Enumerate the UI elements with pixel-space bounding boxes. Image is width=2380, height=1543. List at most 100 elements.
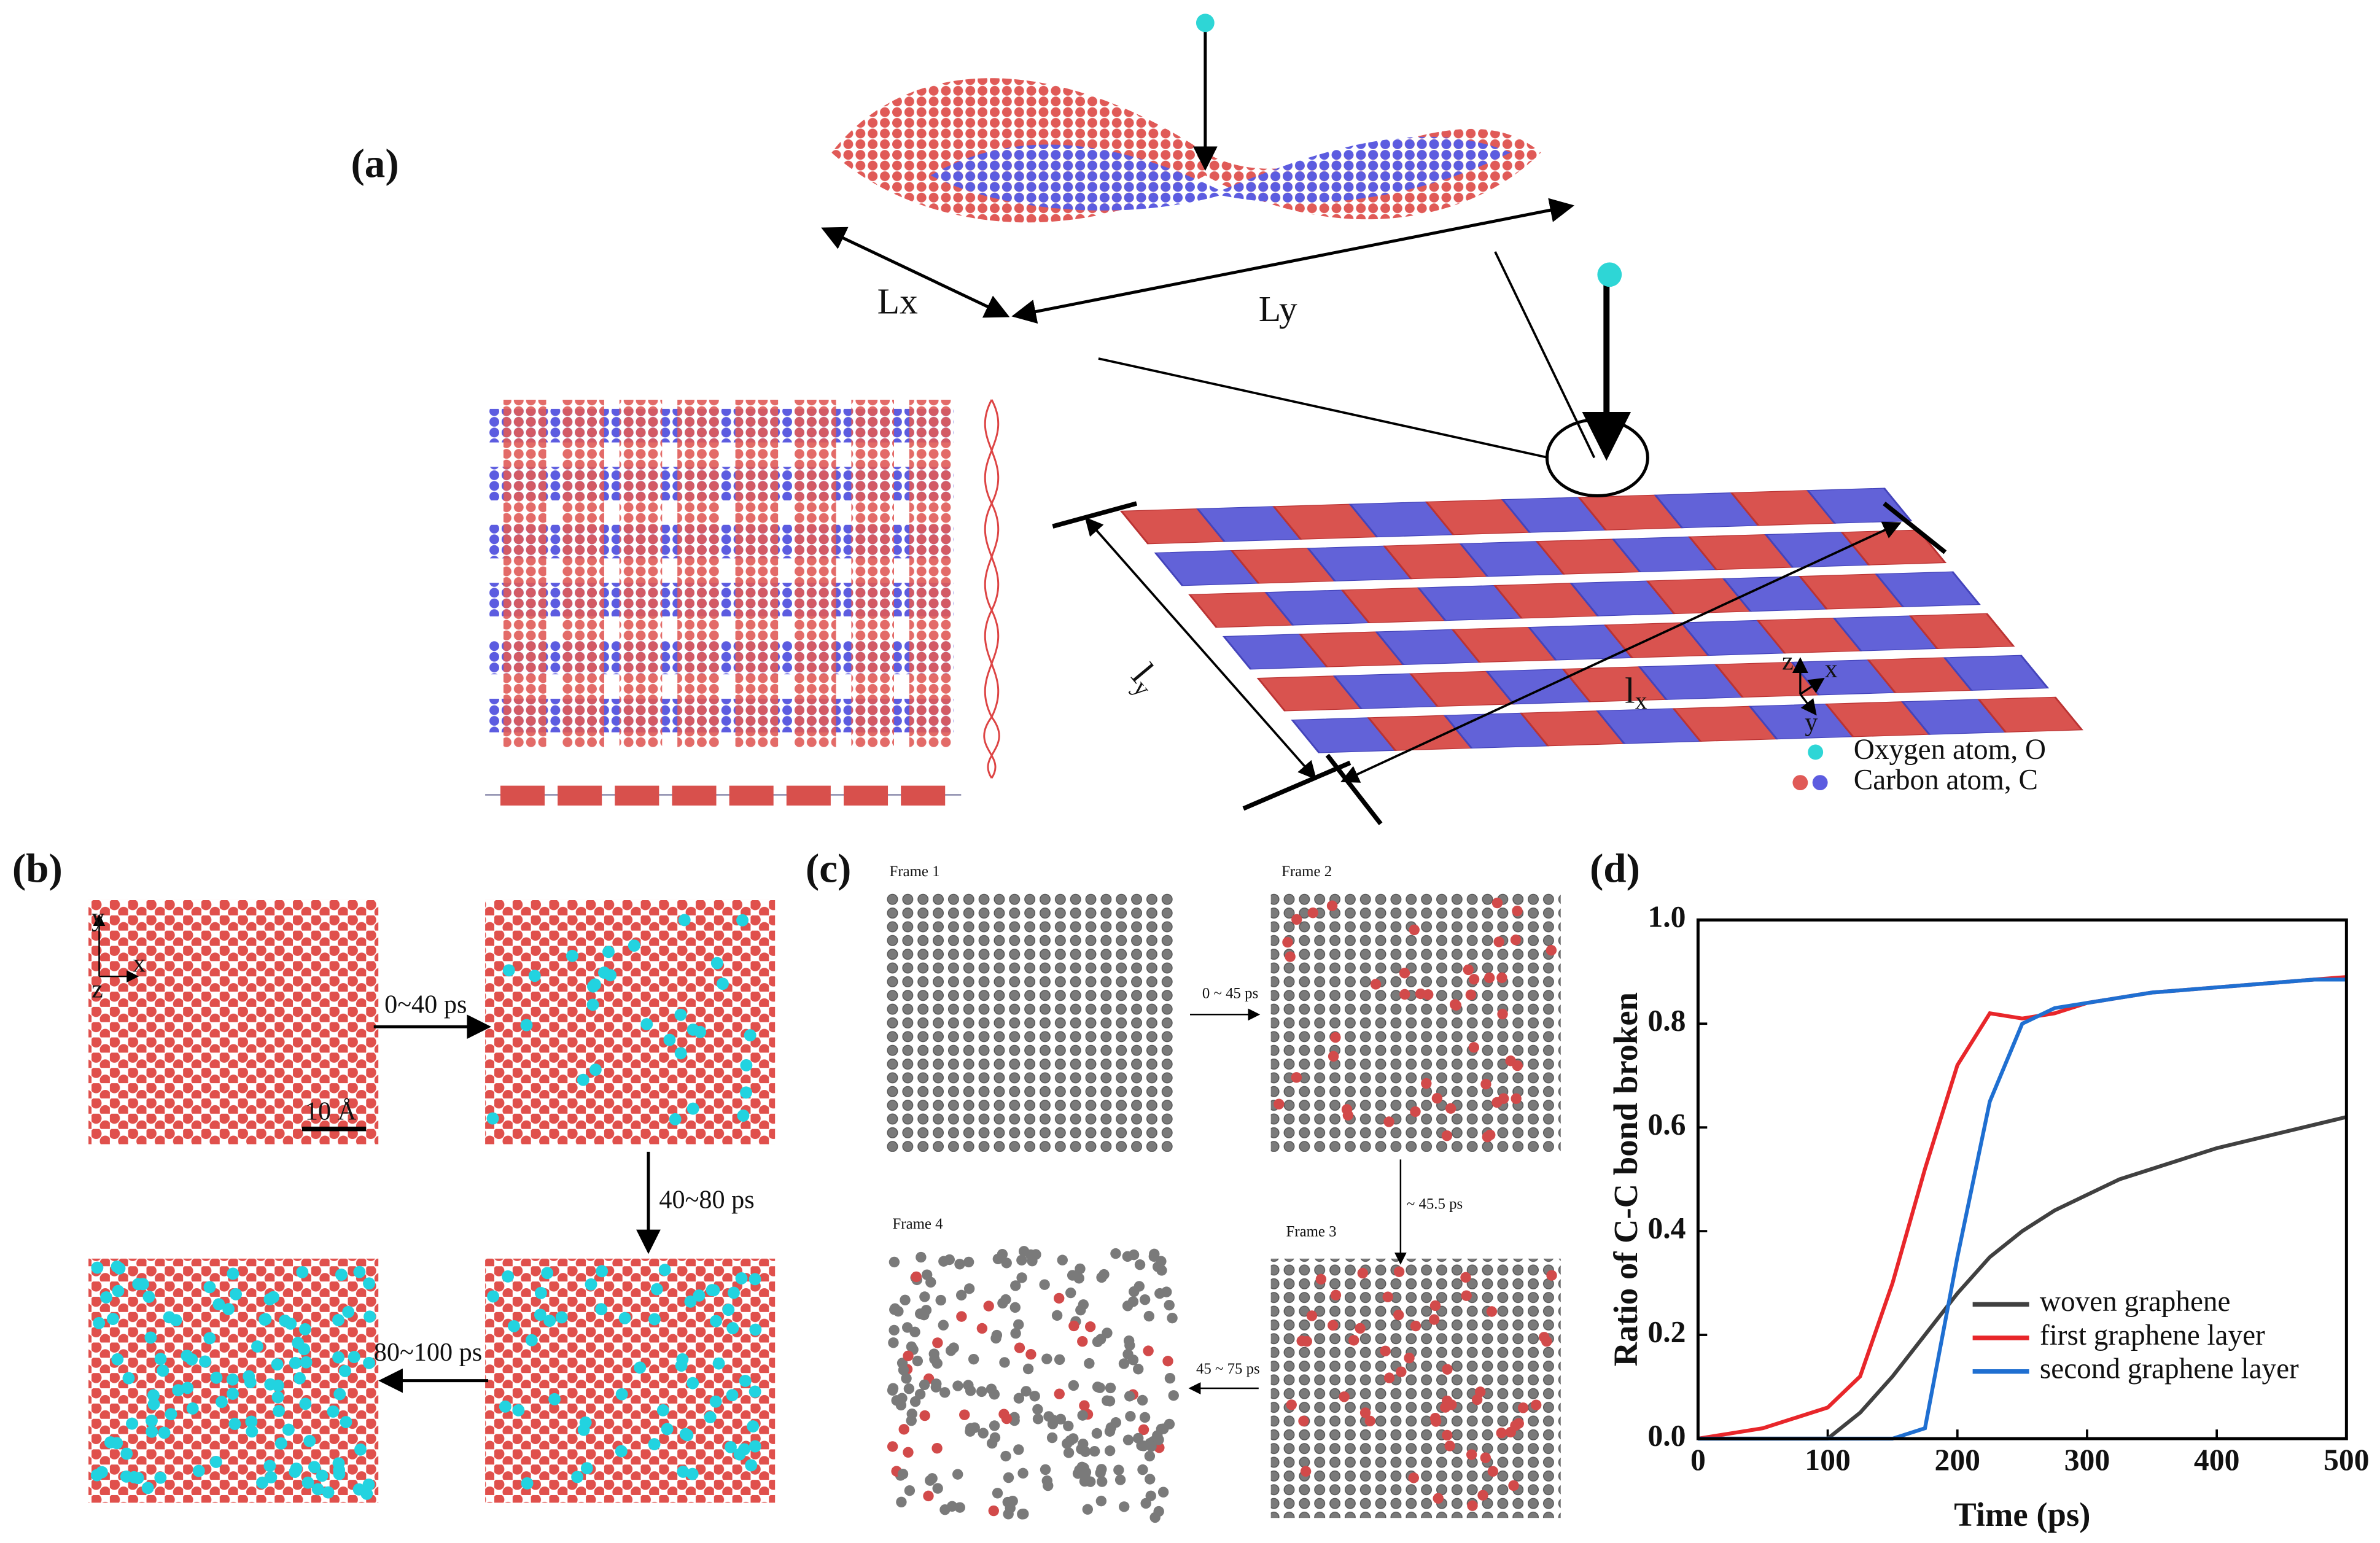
oxygen-atom bbox=[615, 1445, 628, 1458]
carbon-atom bbox=[916, 1251, 927, 1263]
oxygen-atom bbox=[1306, 1310, 1318, 1321]
carbon-atom bbox=[925, 1277, 936, 1288]
y-tick-label: 0.8 bbox=[1647, 1004, 1686, 1038]
dim-label: Lx bbox=[877, 281, 918, 322]
carbon-atom bbox=[1063, 1447, 1075, 1458]
side-view bbox=[983, 399, 1000, 779]
oxygen-atom bbox=[279, 1315, 291, 1327]
step-label: 45 ~ 75 ps bbox=[1196, 1361, 1260, 1377]
carbon-atom bbox=[1129, 1286, 1140, 1297]
oxygen-atom bbox=[1328, 1051, 1339, 1062]
oxygen-atom bbox=[1404, 1352, 1415, 1364]
carbon-atom bbox=[1146, 1441, 1157, 1452]
carbon-atom bbox=[1057, 1254, 1068, 1265]
oxygen-atom bbox=[745, 1459, 758, 1472]
oxygen-atom bbox=[709, 1395, 722, 1408]
oxygen-atom bbox=[656, 1404, 669, 1417]
oxygen-atom bbox=[749, 1440, 761, 1453]
oxygen-atom bbox=[577, 1423, 590, 1436]
oxygen-atom bbox=[747, 1420, 760, 1433]
carbon-atom bbox=[1154, 1288, 1165, 1299]
oxygen-atom bbox=[1541, 1335, 1552, 1347]
oxygen-atom bbox=[1342, 1110, 1354, 1121]
carbon-atom bbox=[1124, 1391, 1135, 1402]
carbon-atom bbox=[889, 1324, 900, 1336]
carbon-atom bbox=[1096, 1272, 1107, 1283]
oxygen-atom bbox=[122, 1372, 135, 1385]
legend-label: Oxygen atom, O bbox=[1854, 734, 2046, 766]
oxygen-atom bbox=[686, 1102, 699, 1115]
oxygen-atom bbox=[1449, 999, 1461, 1010]
oxygen-atom bbox=[548, 1393, 561, 1405]
legend-swatch bbox=[1792, 775, 1808, 791]
oxygen-atom bbox=[226, 1373, 239, 1386]
frame-label: Frame 3 bbox=[1286, 1223, 1337, 1240]
oxygen-atom bbox=[640, 1018, 653, 1030]
oxygen-atom bbox=[186, 1402, 199, 1415]
oxygen-atom bbox=[903, 1350, 914, 1361]
carbon-atom bbox=[1145, 1490, 1156, 1501]
oxygen-atom bbox=[1511, 1093, 1522, 1105]
oxygen-atom bbox=[1441, 1130, 1453, 1141]
oxygen-atom bbox=[528, 970, 541, 982]
oxygen-atom bbox=[126, 1417, 138, 1430]
carbon-atom bbox=[919, 1291, 930, 1302]
oxygen-atom bbox=[354, 1443, 367, 1456]
oxygen-atom bbox=[267, 1291, 280, 1304]
carbon-atom bbox=[939, 1387, 951, 1398]
oxygen-atom bbox=[749, 1385, 761, 1398]
oxygen-atom bbox=[1421, 1078, 1432, 1089]
carbon-atom bbox=[1017, 1509, 1028, 1520]
oxygen-atom bbox=[1433, 1493, 1444, 1504]
oxygen-atom bbox=[352, 1483, 365, 1496]
oxygen-atom bbox=[1415, 988, 1426, 1000]
oxygen-atom bbox=[146, 1414, 158, 1427]
oxygen-atom bbox=[131, 1472, 144, 1485]
oxygen-atom bbox=[679, 1428, 692, 1440]
panel-c bbox=[885, 892, 1561, 1523]
carbon-atom bbox=[999, 1357, 1010, 1368]
step-label: 40~80 ps bbox=[659, 1186, 754, 1215]
oxygen-atom bbox=[112, 1285, 125, 1297]
carbon-atom bbox=[1017, 1467, 1029, 1479]
carbon-atom bbox=[968, 1353, 979, 1365]
oxygen-atom bbox=[512, 1404, 525, 1417]
oxygen-atom bbox=[1138, 1424, 1149, 1436]
oxygen-atom bbox=[146, 1425, 158, 1438]
oxygen-atom bbox=[749, 1273, 761, 1286]
oxygen-atom bbox=[543, 1315, 556, 1327]
carbon-atom bbox=[901, 1373, 912, 1384]
carbon-atom bbox=[1082, 1504, 1093, 1515]
oxygen-atom bbox=[693, 1289, 706, 1302]
oxygen-atom bbox=[1510, 1420, 1521, 1431]
oxygen-atom bbox=[1442, 1364, 1453, 1375]
carbon-atom bbox=[1022, 1363, 1034, 1375]
y-tick-label: 0.6 bbox=[1647, 1108, 1686, 1141]
carbon-atom bbox=[887, 1385, 898, 1396]
oxygen-atom bbox=[1480, 1078, 1491, 1090]
red-block bbox=[901, 785, 946, 806]
oxygen-atom bbox=[273, 1405, 285, 1418]
oxygen-atom bbox=[887, 1441, 898, 1452]
carbon-atom bbox=[1133, 1364, 1144, 1375]
carbon-atom bbox=[1021, 1386, 1032, 1397]
oxygen-atom bbox=[209, 1455, 222, 1468]
carbon-atom bbox=[900, 1294, 911, 1306]
carbon-atom bbox=[889, 1256, 900, 1268]
oxygen-atom bbox=[333, 1467, 346, 1480]
oxygen-atom bbox=[586, 998, 599, 1011]
oxygen-atom bbox=[1531, 1399, 1542, 1410]
y-tick-label: 0.4 bbox=[1647, 1211, 1686, 1245]
carbon-atom bbox=[932, 1483, 943, 1494]
oxygen-atom bbox=[1291, 914, 1302, 925]
legend-label: first graphene layer bbox=[2040, 1320, 2265, 1351]
carbon-atom bbox=[1001, 1257, 1012, 1269]
carbon-atom bbox=[1016, 1272, 1027, 1283]
carbon-atom bbox=[1097, 1476, 1108, 1487]
lattice bbox=[88, 900, 379, 1145]
axes-icon bbox=[1792, 657, 1825, 716]
oxygen-atom bbox=[1393, 1266, 1405, 1277]
oxygen-atom bbox=[165, 1408, 177, 1421]
oxygen-atom bbox=[1486, 1306, 1498, 1317]
oxygen-atom bbox=[726, 1322, 739, 1335]
